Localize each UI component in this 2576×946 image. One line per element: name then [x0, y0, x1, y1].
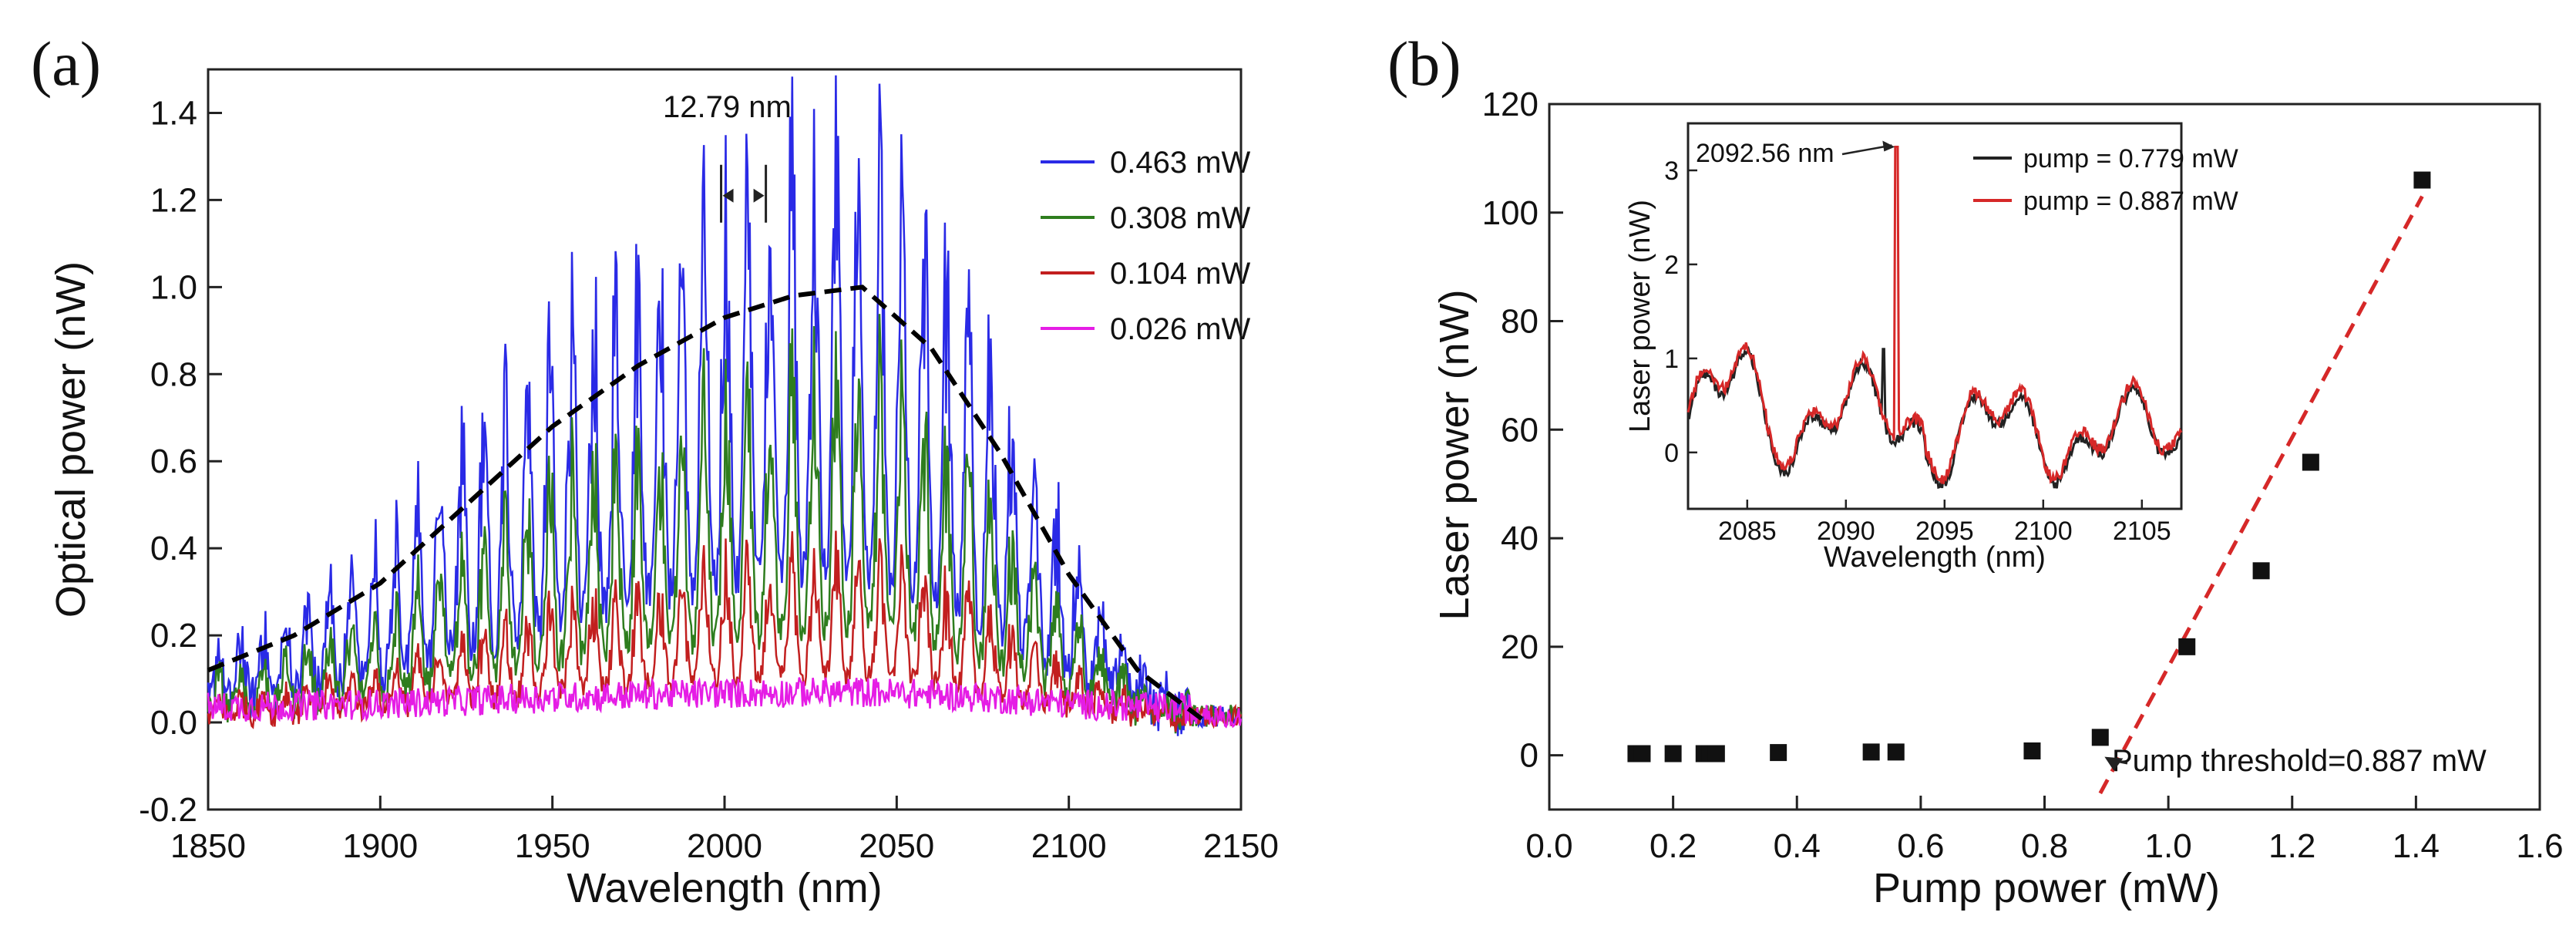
inset-peak-label: 2092.56 nm [1696, 139, 1834, 168]
b-data-point [1707, 745, 1725, 763]
a-legend-label: 0.026 mW [1110, 312, 1251, 346]
a-y-tick-label: 1.0 [150, 268, 197, 306]
a-y-tick-label: 0.2 [150, 617, 197, 655]
b-data-point [2091, 729, 2109, 746]
b-x-tick-label: 1.4 [2393, 827, 2440, 865]
b-x-tick-label: 1.6 [2516, 827, 2563, 865]
b-data-point [1770, 744, 1787, 762]
a-y-tick-label: 1.4 [150, 94, 197, 132]
inset-chart: 0 1 2 3 2085 2090 2095 2100 2105 2092.56 nm pum… [1624, 122, 2238, 574]
a-y-tick-label: -0.2 [139, 791, 197, 829]
inset-x-tick-label: 2095 [1915, 517, 1974, 546]
panel-a-y-axis-label: Optical power (nW) [48, 261, 94, 618]
a-y-tick-label: 1.2 [150, 181, 197, 219]
inset-x-tick-label: 2105 [2113, 517, 2171, 546]
b-x-tick-label: 0.4 [1774, 827, 1821, 865]
a-series-0-463-mW [207, 75, 1243, 736]
panel-a-label: (a) [31, 29, 101, 99]
inset-x-tick-label: 2085 [1718, 517, 1777, 546]
inset-y-tick-label: 3 [1664, 157, 1679, 186]
b-x-tick-label: 1.0 [2145, 827, 2192, 865]
inset-y-tick-label: 2 [1664, 251, 1679, 280]
inset-x-tick-label: 2090 [1817, 517, 1875, 546]
panel-b-label: (b) [1387, 29, 1461, 99]
b-data-point [2178, 638, 2196, 655]
panel-a-x-axis-label: Wavelength (nm) [567, 865, 882, 911]
a-x-tick-label: 2150 [1203, 827, 1279, 865]
inset-x-axis-label: Wavelength (nm) [1824, 541, 2046, 574]
a-y-tick-label: 0.6 [150, 443, 197, 480]
a-legend-label: 0.104 mW [1110, 257, 1251, 291]
a-x-tick-label: 1950 [515, 827, 590, 865]
a-x-tick-label: 1850 [170, 827, 246, 865]
panel-a-envelope-line [207, 284, 1209, 725]
inset-peak-arrowhead [1882, 140, 1895, 152]
inset-frame [1687, 122, 2183, 510]
a-x-tick-label: 2000 [687, 827, 762, 865]
b-y-tick-label: 120 [1482, 86, 1539, 123]
a-y-tick-label: 0.4 [150, 530, 197, 567]
panel-b-y-axis-label: Laser power (nW) [1431, 289, 1478, 620]
a-y-tick-label: 0.8 [150, 355, 197, 393]
b-data-point [1664, 745, 1682, 763]
inset-legend: pump = 0.779 mW pump = 0.887 mW [1973, 144, 2238, 216]
panel-a-series [207, 75, 1243, 736]
threshold-arrowhead [2104, 756, 2124, 771]
a-series-0-026-mW [207, 676, 1243, 729]
b-data-point [1862, 743, 1880, 761]
inset-y-tick-label: 1 [1664, 345, 1679, 374]
panel-a-y-ticks: -0.2 0.0 0.2 0.4 0.6 0.8 1.0 1.2 1.4 [139, 94, 222, 829]
panel-b-annotation: Pump threshold=0.887 mW [2104, 744, 2487, 778]
inset-y-ticks: 0 1 2 3 [1664, 157, 1697, 468]
panel-b-x-ticks: 0.0 0.2 0.4 0.6 0.8 1.0 1.2 1.4 1.6 [1525, 796, 2564, 865]
panel-a-x-ticks: 1850 1900 1950 2000 2050 2100 2150 [170, 796, 1279, 865]
inset-series-0887 [1687, 146, 2183, 485]
a-x-tick-label: 2050 [859, 827, 934, 865]
b-x-tick-label: 0.2 [1650, 827, 1697, 865]
inset-legend-label: pump = 0.779 mW [2023, 144, 2238, 173]
panel-a-legend: 0.463 mW 0.308 mW 0.104 mW 0.026 mW [1041, 146, 1251, 346]
panel-b-points [1627, 171, 2431, 763]
inset-peak-annotation: 2092.56 nm [1696, 139, 1895, 168]
a-x-tick-label: 1900 [342, 827, 418, 865]
b-y-tick-label: 40 [1501, 520, 1539, 557]
b-data-point [2413, 171, 2431, 189]
b-y-tick-label: 0 [1520, 737, 1539, 775]
inset-y-axis-label: Laser power (nW) [1624, 200, 1656, 433]
inset-y-tick-label: 0 [1664, 439, 1679, 468]
b-data-point [2252, 562, 2270, 580]
spacing-arrows [722, 188, 765, 203]
b-data-point [2023, 742, 2041, 759]
a-y-tick-label: 0.0 [150, 704, 197, 742]
a-legend-label: 0.308 mW [1110, 201, 1251, 235]
panel-b-x-axis-label: Pump power (mW) [1873, 865, 2220, 911]
b-x-tick-label: 0.8 [2021, 827, 2068, 865]
b-y-tick-label: 60 [1501, 411, 1539, 449]
a-legend-label: 0.463 mW [1110, 146, 1251, 180]
b-data-point [1633, 745, 1651, 763]
b-x-tick-label: 1.2 [2268, 827, 2315, 865]
b-y-tick-label: 20 [1501, 628, 1539, 666]
spacing-annotation-text: 12.79 nm [663, 90, 792, 124]
panel-b-fit-line [2098, 195, 2424, 795]
panel-b-y-ticks: 0 20 40 60 80 100 120 [1482, 86, 1563, 775]
inset-x-tick-label: 2100 [2014, 517, 2073, 546]
panel-a: (a) -0.2 0.0 0.2 0.4 0.6 0.8 1.0 1.2 1.4 1850 190… [31, 29, 1279, 911]
inset-legend-label: pump = 0.887 mW [2023, 187, 2238, 216]
b-data-point [1887, 743, 1905, 761]
b-x-tick-label: 0.6 [1897, 827, 1944, 865]
a-x-tick-label: 2100 [1031, 827, 1107, 865]
inset-x-ticks: 2085 2090 2095 2100 2105 [1718, 500, 2171, 546]
b-y-tick-label: 100 [1482, 194, 1539, 232]
panel-a-annotation: 12.79 nm [663, 90, 792, 223]
b-data-point [2302, 453, 2319, 471]
b-x-tick-label: 0.0 [1525, 827, 1572, 865]
b-y-tick-label: 80 [1501, 303, 1539, 341]
threshold-annotation-text: Pump threshold=0.887 mW [2112, 744, 2487, 778]
